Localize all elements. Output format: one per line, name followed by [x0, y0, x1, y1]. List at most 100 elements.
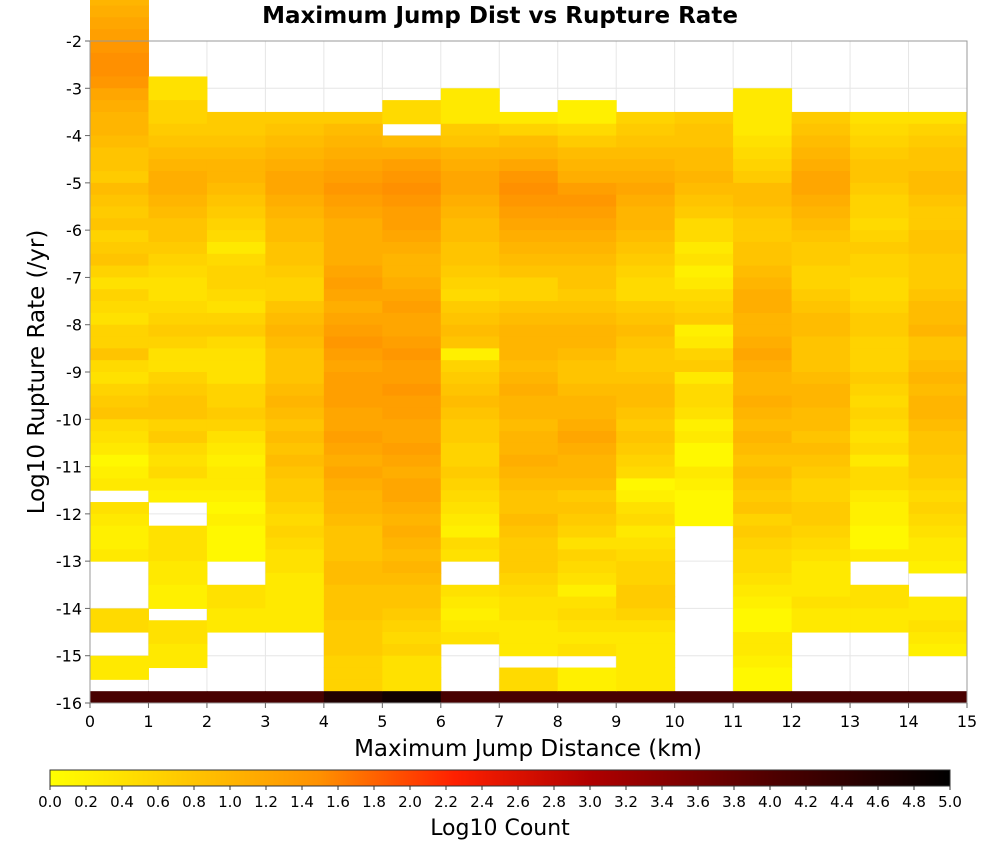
heatmap-cell	[90, 301, 149, 314]
heatmap-cell	[90, 253, 149, 267]
heatmap-cell	[557, 348, 617, 361]
heatmap-cell	[674, 241, 734, 255]
heatmap-cell	[557, 513, 617, 527]
heatmap-cell	[733, 549, 793, 562]
heatmap-cell	[382, 442, 442, 456]
heatmap-cell	[323, 301, 383, 314]
heatmap-cell	[499, 620, 559, 633]
y-tick-label: -2	[66, 32, 82, 51]
heatmap-cell	[850, 241, 910, 255]
heatmap-cell	[206, 336, 266, 349]
heatmap-cell	[850, 182, 910, 196]
heatmap-cell	[733, 88, 793, 101]
heatmap-cell	[850, 442, 910, 456]
x-tick-label: 13	[840, 712, 860, 731]
heatmap-cell	[90, 218, 149, 231]
heatmap-cell	[557, 301, 617, 314]
heatmap-cell	[557, 620, 617, 633]
heatmap-cell	[908, 312, 968, 326]
heatmap-cell	[440, 360, 500, 373]
heatmap-cell	[148, 135, 208, 148]
heatmap-cell	[850, 431, 910, 444]
heatmap-cell	[850, 513, 910, 527]
heatmap-cell	[265, 230, 325, 243]
heatmap-cell	[440, 454, 500, 468]
heatmap-cell	[616, 360, 676, 373]
heatmap-cell	[850, 620, 910, 633]
heatmap-cell	[616, 419, 676, 432]
heatmap-cell	[850, 265, 910, 278]
heatmap-cell	[90, 336, 149, 349]
heatmap-cell	[206, 135, 266, 148]
heatmap-cell	[850, 147, 910, 160]
heatmap-cell	[382, 632, 442, 645]
heatmap-cell	[908, 691, 968, 704]
heatmap-cell	[90, 17, 149, 30]
heatmap-cell	[557, 277, 617, 290]
heatmap-cell	[733, 431, 793, 444]
heatmap-cell	[616, 312, 676, 326]
heatmap-cell	[557, 289, 617, 302]
heatmap-cell	[616, 513, 676, 527]
heatmap-cell	[265, 442, 325, 456]
heatmap-cell	[616, 206, 676, 219]
heatmap-cell	[440, 171, 500, 184]
heatmap-cell	[557, 549, 617, 562]
heatmap-cell	[323, 442, 383, 456]
heatmap-cell	[382, 372, 442, 385]
heatmap-cell	[850, 537, 910, 550]
y-tick-label: -8	[66, 316, 82, 335]
heatmap-cell	[908, 383, 968, 397]
heatmap-cell	[908, 407, 968, 420]
heatmap-cell	[908, 561, 968, 574]
heatmap-cell	[791, 265, 851, 278]
heatmap-cell	[265, 620, 325, 633]
heatmap-cell	[382, 608, 442, 621]
heatmap-cell	[148, 691, 208, 704]
heatmap-cell	[440, 348, 500, 361]
heatmap-cell	[908, 147, 968, 160]
heatmap-cell	[90, 147, 149, 160]
heatmap-cell	[733, 253, 793, 267]
heatmap-cell	[616, 230, 676, 243]
heatmap-cell	[90, 419, 149, 432]
heatmap-cell	[616, 218, 676, 231]
heatmap-cell	[791, 513, 851, 527]
heatmap-cell	[908, 490, 968, 503]
heatmap-cell	[382, 135, 442, 148]
heatmap-cell	[440, 442, 500, 456]
heatmap-cell	[148, 372, 208, 385]
heatmap-cell	[850, 336, 910, 349]
y-axis-label: Log10 Rupture Rate (/yr)	[24, 230, 50, 515]
heatmap-cell	[148, 289, 208, 302]
heatmap-cell	[733, 336, 793, 349]
heatmap-cell	[382, 265, 442, 278]
heatmap-cell	[323, 466, 383, 479]
heatmap-cell	[265, 525, 325, 538]
heatmap-cell	[440, 383, 500, 397]
heatmap-cell	[908, 135, 968, 148]
heatmap-cell	[206, 289, 266, 302]
heatmap-cell	[557, 123, 617, 137]
heatmap-cell	[148, 159, 208, 172]
heatmap-cell	[557, 135, 617, 148]
colorbar-tick-label: 3.0	[578, 793, 602, 811]
heatmap-cell	[674, 182, 734, 196]
heatmap-cell	[323, 632, 383, 645]
heatmap-cell	[850, 324, 910, 338]
heatmap-cell	[382, 407, 442, 420]
heatmap-cell	[440, 265, 500, 278]
heatmap-cell	[90, 52, 149, 66]
heatmap-cell	[616, 253, 676, 267]
y-tick-label: -15	[56, 647, 82, 666]
heatmap-cell	[791, 431, 851, 444]
heatmap-cell	[323, 135, 383, 148]
x-tick-label: 6	[436, 712, 446, 731]
heatmap-cell	[616, 691, 676, 704]
heatmap-cell	[908, 336, 968, 349]
heatmap-cell	[90, 691, 149, 704]
heatmap-cell	[323, 230, 383, 243]
heatmap-cell	[90, 537, 149, 550]
heatmap-cell	[440, 301, 500, 314]
heatmap-cell	[791, 324, 851, 338]
